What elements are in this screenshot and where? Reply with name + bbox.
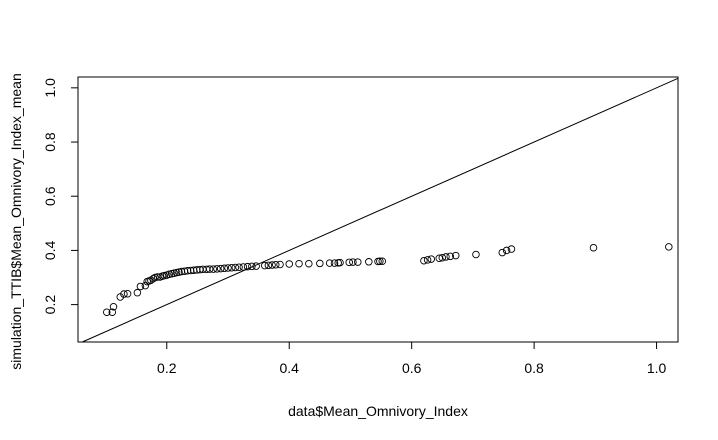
data-point — [209, 265, 218, 273]
data-point — [149, 274, 158, 283]
data-point — [227, 264, 236, 272]
data-point — [365, 258, 373, 266]
data-point — [243, 262, 252, 271]
data-point — [665, 243, 673, 251]
data-point — [502, 246, 511, 255]
data-point — [376, 257, 384, 266]
data-point — [108, 308, 117, 316]
data-point — [123, 290, 132, 298]
y-tick-label: 0.2 — [42, 295, 58, 315]
data-point — [325, 259, 334, 267]
data-point — [205, 265, 214, 273]
data-point — [136, 282, 145, 291]
data-point — [354, 258, 362, 266]
x-axis-label: data$Mean_Omnivory_Index — [288, 403, 468, 419]
data-point — [589, 243, 598, 252]
data-point — [336, 258, 344, 267]
y-tick-label: 0.4 — [42, 240, 58, 260]
data-point — [420, 256, 428, 265]
x-tick-label: 0.8 — [524, 360, 544, 376]
data-point — [264, 261, 273, 270]
data-point — [285, 260, 293, 268]
data-point — [235, 263, 243, 271]
y-tick-label: 1.0 — [42, 78, 58, 98]
data-point — [330, 259, 339, 267]
x-tick-label: 0.2 — [157, 360, 177, 376]
data-point — [345, 258, 353, 267]
data-point — [423, 256, 432, 264]
data-point — [260, 261, 269, 270]
data-point — [120, 290, 128, 298]
data-point — [442, 253, 450, 261]
x-tick-label: 1.0 — [647, 360, 667, 376]
data-point — [295, 259, 303, 268]
data-point — [213, 265, 221, 273]
data-point — [438, 253, 447, 262]
y-tick-label: 0.6 — [42, 186, 58, 206]
x-axis: 0.2 0.4 0.6 0.8 1.0 — [157, 341, 667, 376]
data-point — [109, 303, 118, 311]
data-point — [507, 245, 516, 253]
data-point — [224, 264, 232, 272]
data-point — [248, 262, 256, 271]
data-point — [141, 281, 150, 290]
data-point — [147, 276, 155, 284]
data-point — [276, 260, 284, 269]
data-point — [498, 248, 507, 257]
data-point — [133, 288, 142, 297]
data-point — [378, 257, 387, 266]
data-point — [316, 259, 324, 268]
data-point — [427, 255, 436, 263]
data-point — [272, 261, 280, 269]
data-point — [305, 259, 313, 268]
data-point — [220, 264, 229, 273]
x-tick-label: 0.4 — [279, 360, 299, 376]
data-point — [231, 263, 240, 272]
y-axis: 0.2 0.4 0.6 0.8 1.0 — [42, 78, 79, 315]
data-point — [268, 261, 276, 269]
identity-reference-line — [82, 77, 679, 343]
data-point — [452, 251, 460, 260]
data-point — [472, 250, 480, 259]
data-point — [446, 252, 454, 261]
data-point — [103, 308, 111, 316]
data-point — [349, 258, 357, 266]
data-point — [216, 264, 225, 273]
x-tick-label: 0.6 — [402, 360, 422, 376]
y-tick-label: 0.8 — [42, 132, 58, 152]
y-axis-label: simulation_TTIB$Mean_Omnivory_Index_mean — [8, 73, 24, 369]
